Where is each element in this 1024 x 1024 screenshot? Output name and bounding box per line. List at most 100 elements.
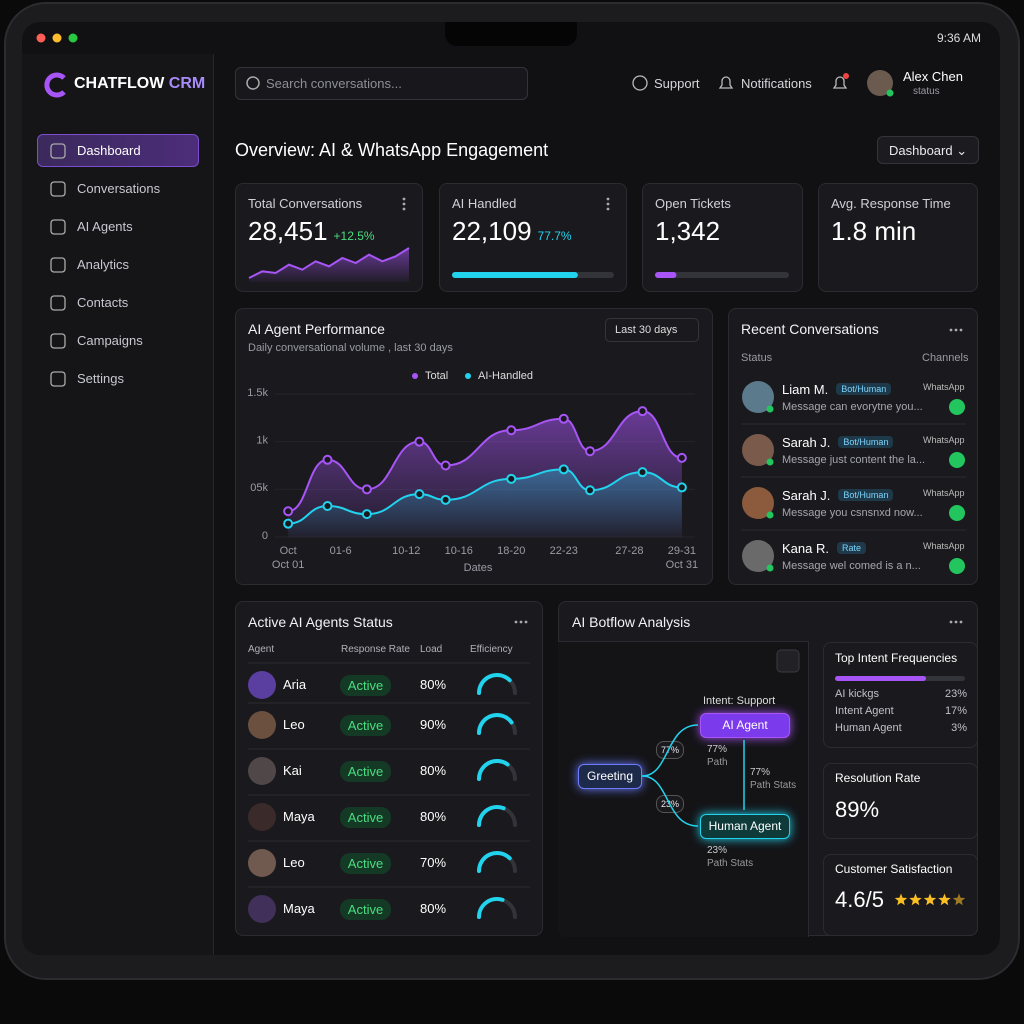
kpi-value: 28,451 +12.5%: [248, 216, 375, 246]
x-axis-title: Dates: [464, 562, 493, 574]
x-tick-label: 01-6: [330, 545, 352, 557]
data-point: [440, 460, 451, 471]
menu-dot: [954, 620, 958, 624]
gauge-fill: [477, 759, 510, 781]
data-point: [361, 509, 372, 520]
range-dropdown[interactable]: Last 30 days: [605, 318, 699, 342]
menu-dot: [949, 620, 953, 624]
clock: 9:36 AM: [937, 31, 982, 45]
x-tick-label: 29-31: [668, 545, 696, 557]
card-title: AI Botflow Analysis: [572, 614, 691, 630]
series-line: [288, 468, 682, 525]
intent-value: 23%: [944, 688, 967, 700]
agent-avatar: [248, 849, 276, 877]
message-preview: Message wel comed is a n...: [782, 560, 921, 572]
user-avatar[interactable]: [867, 70, 893, 96]
contact-name[interactable]: Kana R. Rate: [782, 541, 866, 556]
intent-label: Human Agent: [835, 722, 902, 734]
nav-item[interactable]: Analytics: [77, 257, 130, 272]
whatsapp-icon: [949, 505, 965, 521]
agent-load: 80%: [420, 901, 447, 916]
brand-logo: [44, 72, 66, 98]
agent-avatar: [248, 803, 276, 831]
agent-name: Aria: [283, 677, 307, 692]
column-header: Channels: [922, 352, 969, 364]
menu-dot: [606, 202, 610, 206]
sparkline-area: [249, 248, 409, 282]
progress-track: [655, 272, 789, 278]
user-name[interactable]: Alex Chen: [903, 69, 963, 84]
menu-dot: [519, 620, 523, 624]
edge-caption: Path Stats: [750, 780, 797, 791]
data-point: [637, 406, 648, 417]
page-title: Overview: AI & WhatsApp Engagement: [235, 140, 549, 160]
kpi-label: Avg. Response Time: [831, 196, 951, 211]
bar-fill: [835, 676, 926, 681]
data-point: [585, 485, 595, 496]
flow-panel: [558, 641, 809, 937]
nav-icon: [50, 257, 66, 273]
window-close[interactable]: [36, 33, 46, 43]
contact-name[interactable]: Liam M. Bot/Human: [782, 382, 892, 397]
star: [909, 893, 922, 906]
kpi-label: Total Conversations: [248, 196, 363, 211]
status-pill: Active: [340, 807, 391, 828]
status-pill: Active: [340, 675, 391, 696]
data-point: [585, 446, 595, 457]
contact-name[interactable]: Sarah J. Bot/Human: [782, 488, 894, 503]
progress-fill: [452, 272, 578, 278]
view-dropdown[interactable]: Dashboard ⌄: [877, 136, 979, 164]
nav-item[interactable]: Contacts: [77, 295, 129, 310]
message-preview: Message just content the la...: [782, 454, 926, 466]
search-box[interactable]: [235, 67, 528, 100]
data-point: [414, 436, 425, 447]
search-placeholder: Search conversations...: [266, 76, 402, 91]
view-label: Dashboard: [889, 143, 953, 158]
menu-dot: [606, 207, 610, 211]
nav-item[interactable]: Settings: [77, 371, 124, 386]
online-dot: [766, 458, 774, 466]
alerts-icon[interactable]: [832, 76, 848, 89]
brand-suffix: CRM: [168, 75, 206, 92]
data-point: [283, 518, 294, 529]
data-point: [322, 501, 333, 512]
data-point: [506, 473, 517, 484]
data-point: [558, 413, 569, 424]
message-preview: Message can evorytne you...: [782, 401, 923, 413]
channel-label: WhatsApp: [923, 435, 965, 445]
channel-label: WhatsApp: [923, 382, 965, 392]
nav-item[interactable]: Conversations: [77, 181, 161, 196]
window-zoom[interactable]: [68, 33, 78, 43]
kpi-value: 22,109 77.7%: [452, 216, 572, 246]
conversation-tag: Bot/Human: [838, 436, 894, 448]
edge-value: 23%: [707, 845, 728, 856]
kpi-label: Open Tickets: [655, 196, 731, 211]
window-minimize[interactable]: [52, 33, 62, 43]
menu-dot: [402, 207, 406, 211]
alert-dot: [843, 73, 849, 79]
x-tick-label: 27-28: [615, 545, 643, 557]
edge-caption: Path Stats: [707, 858, 754, 869]
contact-name[interactable]: Sarah J. Bot/Human: [782, 435, 894, 450]
whatsapp-icon: [949, 399, 965, 415]
brand-name: CHATFLOW: [74, 75, 165, 92]
nav-item[interactable]: Dashboard: [77, 143, 141, 158]
edge-value: 77%: [707, 744, 728, 755]
agent-load: 90%: [420, 717, 447, 732]
intent-label: AI kickgs: [835, 688, 880, 700]
kpi-value: 1,342: [655, 216, 721, 246]
star: [938, 893, 951, 906]
card-title: AI Agent Performance: [248, 321, 385, 337]
brand: CHATFLOW CRM: [74, 75, 205, 93]
contact-avatar: [742, 540, 774, 572]
agent-avatar: [248, 671, 276, 699]
nav-item[interactable]: Campaigns: [77, 333, 143, 348]
data-point: [361, 484, 372, 495]
notifications-link[interactable]: Notifications: [741, 76, 812, 91]
agent-name: Leo: [283, 855, 305, 870]
online-dot: [766, 511, 774, 519]
nav-item[interactable]: AI Agents: [77, 219, 133, 234]
nav-icon: [50, 143, 66, 159]
support-link[interactable]: Support: [654, 76, 700, 91]
online-dot: [766, 405, 774, 413]
